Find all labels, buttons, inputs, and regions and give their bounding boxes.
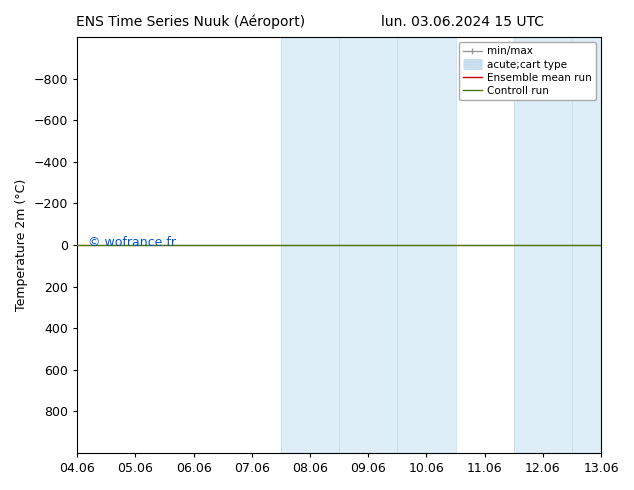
Text: © wofrance.fr: © wofrance.fr: [87, 237, 176, 249]
Bar: [514, 37, 630, 453]
Legend: min/max, acute;cart type, Ensemble mean run, Controll run: min/max, acute;cart type, Ensemble mean …: [459, 42, 596, 100]
Bar: [281, 37, 456, 453]
Text: lun. 03.06.2024 15 UTC: lun. 03.06.2024 15 UTC: [381, 15, 545, 29]
Text: ENS Time Series Nuuk (Aéroport): ENS Time Series Nuuk (Aéroport): [75, 15, 305, 29]
Y-axis label: Temperature 2m (°C): Temperature 2m (°C): [15, 179, 28, 311]
